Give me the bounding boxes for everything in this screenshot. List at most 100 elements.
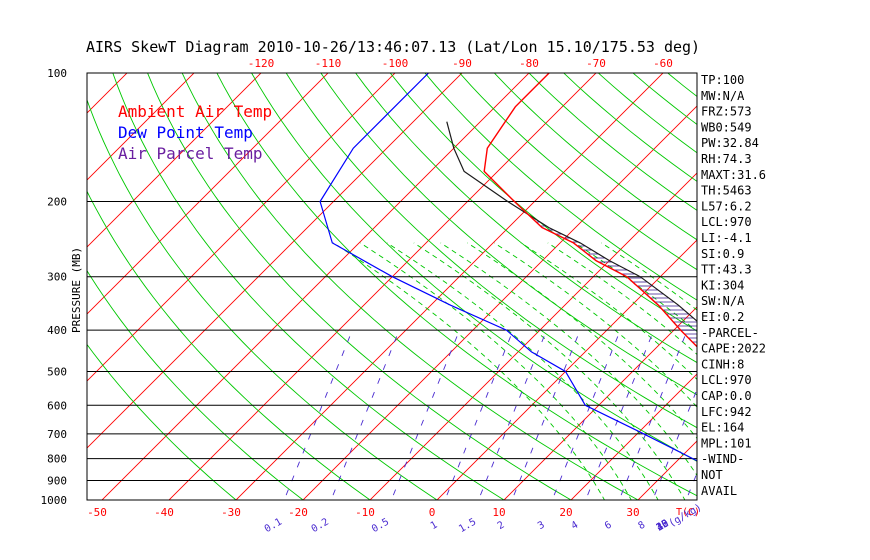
isotherm-line xyxy=(0,63,3,509)
pressure-tick-label: 500 xyxy=(47,365,67,378)
dry-adiabat-line xyxy=(216,73,697,497)
stability-index: FRZ:573 xyxy=(701,105,752,119)
dry-adiabat-line xyxy=(355,73,697,364)
chart-grid xyxy=(0,63,870,510)
isotherm-line xyxy=(87,73,463,449)
pressure-tick-label: 600 xyxy=(47,399,67,412)
bottom-temp-label: T(C) xyxy=(676,507,700,518)
stability-index: LFC:942 xyxy=(701,405,752,419)
dry-adiabat-line xyxy=(861,64,870,510)
isotherm-line xyxy=(168,73,597,500)
stability-index: MPL:101 xyxy=(701,436,752,450)
dry-adiabat-line xyxy=(528,73,697,211)
mixing-ratio-line xyxy=(283,329,353,500)
mixing-ratio-line xyxy=(477,329,548,500)
mixing-ratio-line xyxy=(551,329,621,500)
pressure-tick-label: 400 xyxy=(47,324,67,337)
mixing-ratio-tick-label: 20 xyxy=(655,518,671,534)
mixing-ratio-line xyxy=(330,329,400,500)
moist-adiabat-line xyxy=(413,242,686,500)
stability-index: CINH:8 xyxy=(701,357,744,371)
mixing-ratio-line xyxy=(390,329,460,500)
moist-adiabat-line xyxy=(440,242,697,477)
isotherm-line xyxy=(302,105,697,500)
dry-adiabat-line xyxy=(459,73,697,271)
isotherm-line xyxy=(87,73,396,382)
bottom-temp-tick-label: -30 xyxy=(221,506,241,519)
top-temp-tick-label: -80 xyxy=(519,57,539,70)
stability-index: LI:-4.1 xyxy=(701,231,752,245)
mixing-ratio-tick-label: 15 xyxy=(655,518,671,534)
dry-adiabat-line xyxy=(493,73,697,241)
stability-index: KI:304 xyxy=(701,278,744,292)
mixing-ratio-line xyxy=(652,388,697,500)
dry-adiabat-line xyxy=(563,73,697,182)
mixing-ratio-tick-label: 4 xyxy=(569,520,580,533)
dry-adiabat-line xyxy=(320,73,697,396)
stability-index: EL:164 xyxy=(701,421,744,435)
stability-index: L57:6.2 xyxy=(701,199,752,213)
chart-series xyxy=(319,73,697,462)
stability-index: CAPE:2022 xyxy=(701,342,766,356)
bottom-temp-tick-label: -10 xyxy=(355,506,375,519)
dry-adiabat-line xyxy=(87,269,304,500)
stability-index: AVAIL xyxy=(701,484,737,498)
dry-adiabat-line xyxy=(597,73,697,154)
mixing-ratio-tick-label: 6 xyxy=(603,520,614,533)
stability-index: MW:N/A xyxy=(701,89,745,103)
dry-adiabat-line xyxy=(759,64,870,510)
y-axis-label: PRESSURE (MB) xyxy=(70,247,83,333)
bottom-temp-tick-label: 10 xyxy=(492,506,505,519)
top-temp-tick-label: -100 xyxy=(382,57,409,70)
isotherm-line xyxy=(87,73,262,248)
dry-adiabat-line xyxy=(87,343,237,500)
mixing-ratio-tick-label: 12 xyxy=(655,518,671,534)
mixing-ratio-line xyxy=(585,329,655,500)
top-temp-tick-label: -60 xyxy=(653,57,673,70)
isotherm-line xyxy=(763,63,870,509)
dry-adiabat-line xyxy=(424,73,697,301)
isotherm-line xyxy=(369,172,697,500)
moist-adiabat-line xyxy=(386,242,659,500)
isotherm-line xyxy=(503,306,697,500)
stability-index: SW:N/A xyxy=(701,294,745,308)
isotherm-line xyxy=(830,63,870,509)
stability-index: TT:43.3 xyxy=(701,263,752,277)
mixing-ratio-tick-label: 0.2 xyxy=(310,517,331,536)
stability-index: -PARCEL- xyxy=(701,326,759,340)
pressure-tick-label: 700 xyxy=(47,428,67,441)
bottom-temp-tick-label: 20 xyxy=(559,506,572,519)
ambient-temp-line xyxy=(483,73,697,348)
dry-adiabat-line xyxy=(87,190,371,500)
isotherm-line xyxy=(570,373,697,500)
dry-adiabat-line xyxy=(667,73,697,98)
mixing-ratio-tick-label: 1.5 xyxy=(457,517,478,536)
pressure-tick-label: 1000 xyxy=(41,494,68,507)
mixing-ratio-tick-label: 3 xyxy=(536,520,547,533)
moist-adiabat-line xyxy=(601,242,697,311)
isotherm-line xyxy=(87,73,128,114)
stability-index: PW:32.84 xyxy=(701,136,759,150)
isotherm-line xyxy=(0,63,70,509)
stability-index: -WIND- xyxy=(701,452,744,466)
top-temp-tick-label: -70 xyxy=(586,57,606,70)
dewpoint-line xyxy=(319,73,697,462)
moist-adiabat-line xyxy=(333,242,605,500)
pressure-tick-label: 800 xyxy=(47,453,67,466)
legend-dewpoint: Dew Point Temp xyxy=(118,123,253,142)
pressure-tick-label: 900 xyxy=(47,474,67,487)
bottom-temp-tick-label: -50 xyxy=(87,506,107,519)
dry-adiabat-line xyxy=(87,98,438,500)
moist-adiabat-line xyxy=(547,242,697,356)
bottom-temp-tick-label: -20 xyxy=(288,506,308,519)
moist-adiabat-line xyxy=(493,242,697,408)
stability-index: TP:100 xyxy=(701,73,744,87)
isotherm-line xyxy=(87,73,195,181)
dry-adiabat-line xyxy=(251,73,697,462)
mixing-ratio-tick-label: 30 xyxy=(655,518,671,534)
mixing-ratio-tick-label: 25 xyxy=(655,518,671,534)
mixing-ratio-line xyxy=(444,329,514,500)
